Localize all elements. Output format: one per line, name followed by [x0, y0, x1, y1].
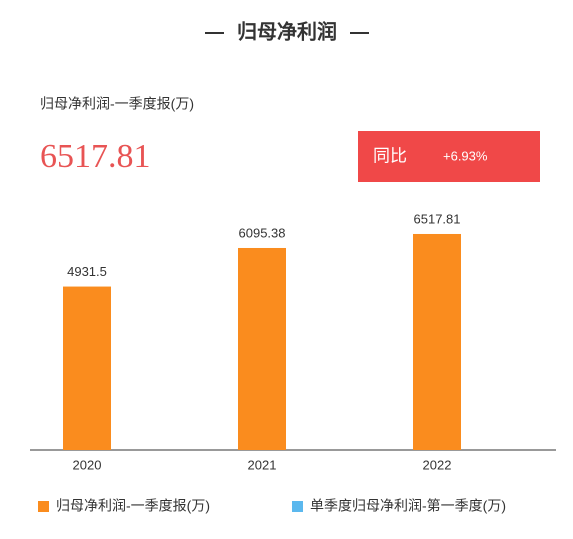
data-label: 6095.38 [239, 225, 286, 240]
legend-label: 归母净利润-一季度报(万) [56, 498, 210, 514]
legend-swatch [292, 501, 303, 512]
x-tick-label: 2020 [73, 457, 102, 472]
subtitle: 归母净利润-一季度报(万) [40, 96, 194, 112]
badge-change: +6.93% [443, 148, 488, 163]
chart-title: 归母净利润 [237, 19, 337, 43]
headline-value: 6517.81 [40, 138, 151, 175]
data-label: 4931.5 [67, 264, 107, 279]
bar [63, 286, 111, 450]
data-label: 6517.81 [414, 211, 461, 226]
legend-swatch [38, 501, 49, 512]
badge-label: 同比 [373, 146, 407, 165]
bar [238, 247, 286, 450]
x-tick-label: 2022 [423, 457, 452, 472]
legend-label: 单季度归母净利润-第一季度(万) [310, 498, 506, 514]
bar [413, 233, 461, 450]
x-tick-label: 2021 [248, 457, 277, 472]
change-badge [358, 131, 540, 182]
